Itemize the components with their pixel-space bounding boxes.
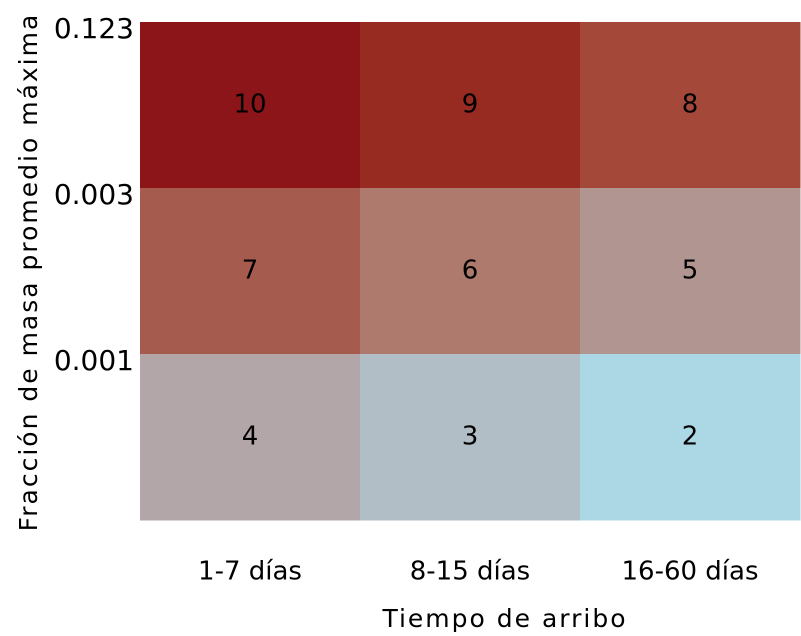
y-axis-title: Fracción de masa promedio máxima (14, 13, 43, 532)
heatmap-cell (360, 354, 581, 521)
cell-label: 2 (682, 422, 699, 452)
heatmap-cell (140, 354, 361, 521)
cell-label: 6 (462, 256, 479, 286)
x-tick-label: 16-60 días (621, 557, 758, 587)
y-tick-label: 0.003 (54, 178, 134, 211)
heatmap-cell (360, 22, 581, 189)
y-tick-label: 0.001 (54, 344, 134, 377)
x-tick-label: 8-15 días (410, 557, 530, 587)
cell-label: 5 (682, 256, 699, 286)
heatmap-cell (580, 188, 801, 355)
cell-label: 8 (682, 90, 699, 120)
y-tick-label: 0.123 (54, 12, 134, 45)
x-axis-title: Tiempo de arribo (381, 604, 627, 633)
heatmap-cell (580, 22, 801, 189)
cell-label: 3 (462, 422, 479, 452)
heatmap-cell (360, 188, 581, 355)
cell-label: 9 (462, 90, 479, 120)
heatmap-cell (140, 22, 361, 189)
cell-label: 7 (242, 256, 259, 286)
cell-label: 10 (233, 90, 266, 120)
heatmap-cell (580, 354, 801, 521)
cell-label: 4 (242, 422, 259, 452)
x-tick-label: 1-7 días (198, 557, 302, 587)
heatmap-cell (140, 188, 361, 355)
